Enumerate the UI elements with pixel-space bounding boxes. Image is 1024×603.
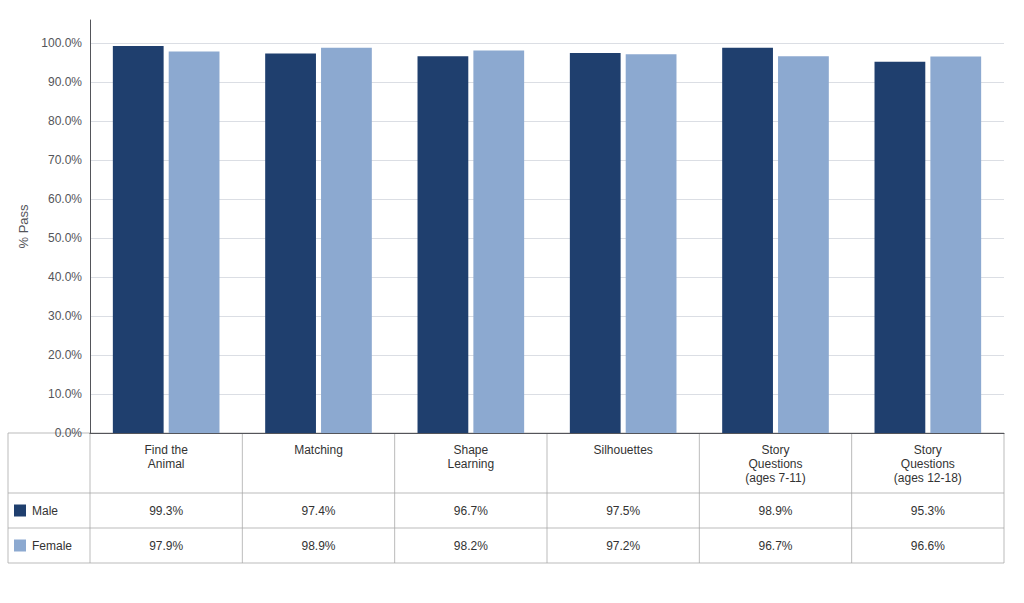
svg-text:40.0%: 40.0%	[48, 270, 82, 284]
svg-text:98.2%: 98.2%	[454, 539, 488, 553]
svg-text:60.0%: 60.0%	[48, 192, 82, 206]
svg-text:97.4%: 97.4%	[301, 504, 335, 518]
svg-text:98.9%: 98.9%	[301, 539, 335, 553]
svg-text:20.0%: 20.0%	[48, 348, 82, 362]
svg-text:98.9%: 98.9%	[758, 504, 792, 518]
svg-text:96.7%: 96.7%	[454, 504, 488, 518]
svg-text:Questions: Questions	[748, 457, 802, 471]
svg-text:Animal: Animal	[148, 457, 185, 471]
svg-text:Shape: Shape	[453, 443, 488, 457]
svg-text:Female: Female	[32, 539, 72, 553]
svg-text:Matching: Matching	[294, 443, 343, 457]
svg-text:10.0%: 10.0%	[48, 387, 82, 401]
svg-text:99.3%: 99.3%	[149, 504, 183, 518]
svg-text:97.5%: 97.5%	[606, 504, 640, 518]
svg-text:97.2%: 97.2%	[606, 539, 640, 553]
svg-text:(ages 12-18): (ages 12-18)	[894, 471, 962, 485]
svg-text:50.0%: 50.0%	[48, 231, 82, 245]
svg-text:Male: Male	[32, 504, 58, 518]
svg-text:100.0%: 100.0%	[41, 36, 82, 50]
svg-text:% Pass: % Pass	[16, 204, 31, 249]
svg-text:95.3%: 95.3%	[911, 504, 945, 518]
svg-text:96.6%: 96.6%	[911, 539, 945, 553]
svg-text:Find the: Find the	[144, 443, 188, 457]
svg-text:0.0%: 0.0%	[55, 426, 83, 440]
svg-text:96.7%: 96.7%	[758, 539, 792, 553]
svg-text:Story: Story	[914, 443, 942, 457]
svg-text:70.0%: 70.0%	[48, 153, 82, 167]
svg-text:Questions: Questions	[901, 457, 955, 471]
svg-text:Silhouettes: Silhouettes	[593, 443, 652, 457]
svg-text:80.0%: 80.0%	[48, 114, 82, 128]
svg-text:90.0%: 90.0%	[48, 75, 82, 89]
svg-text:30.0%: 30.0%	[48, 309, 82, 323]
svg-text:97.9%: 97.9%	[149, 539, 183, 553]
svg-text:Story: Story	[761, 443, 789, 457]
svg-text:Learning: Learning	[447, 457, 494, 471]
svg-text:(ages 7-11): (ages 7-11)	[745, 471, 805, 485]
